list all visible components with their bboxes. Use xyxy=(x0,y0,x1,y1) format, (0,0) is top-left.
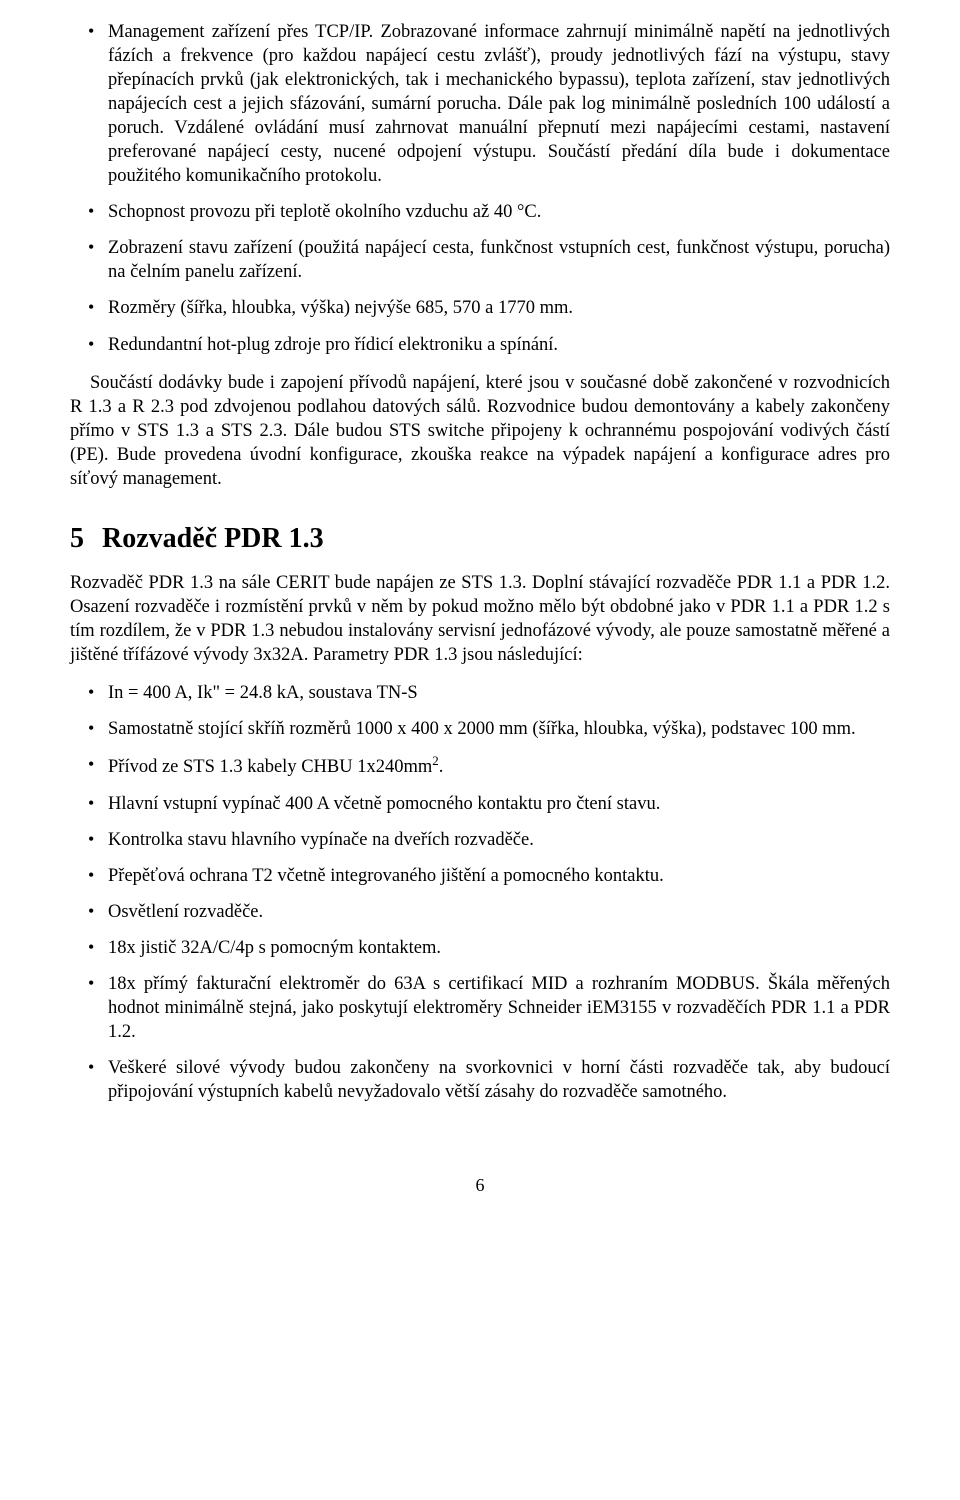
list-item: Přívod ze STS 1.3 kabely CHBU 1x240mm2. xyxy=(108,753,890,779)
bullet-list-1: Management zařízení přes TCP/IP. Zobrazo… xyxy=(70,20,890,357)
list-item: Veškeré silové vývody budou zakončeny na… xyxy=(108,1056,890,1104)
list-item: In = 400 A, Ik" = 24.8 kA, soustava TN-S xyxy=(108,681,890,705)
section-heading: 5 Rozvaděč PDR 1.3 xyxy=(70,521,890,557)
section-title: Rozvaděč PDR 1.3 xyxy=(102,523,324,554)
paragraph: Rozvaděč PDR 1.3 na sále CERIT bude napá… xyxy=(70,571,890,667)
list-item: Zobrazení stavu zařízení (použitá napáje… xyxy=(108,236,890,284)
section-number: 5 xyxy=(70,523,84,554)
paragraph: Součástí dodávky bude i zapojení přívodů… xyxy=(70,371,890,491)
list-item: Přepěťová ochrana T2 včetně integrovanéh… xyxy=(108,864,890,888)
page-number: 6 xyxy=(70,1174,890,1197)
list-item: Osvětlení rozvaděče. xyxy=(108,900,890,924)
list-item: Management zařízení přes TCP/IP. Zobrazo… xyxy=(108,20,890,188)
list-item: Samostatně stojící skříň rozměrů 1000 x … xyxy=(108,717,890,741)
list-item: 18x přímý fakturační elektroměr do 63A s… xyxy=(108,972,890,1044)
list-item: Rozměry (šířka, hloubka, výška) nejvýše … xyxy=(108,296,890,320)
list-item: Schopnost provozu při teplotě okolního v… xyxy=(108,200,890,224)
list-item: Redundantní hot-plug zdroje pro řídicí e… xyxy=(108,333,890,357)
list-item: 18x jistič 32A/C/4p s pomocným kontaktem… xyxy=(108,936,890,960)
list-item: Kontrolka stavu hlavního vypínače na dve… xyxy=(108,828,890,852)
bullet-list-2: In = 400 A, Ik" = 24.8 kA, soustava TN-S… xyxy=(70,681,890,1104)
list-item: Hlavní vstupní vypínač 400 A včetně pomo… xyxy=(108,792,890,816)
text: Přívod ze STS 1.3 kabely CHBU 1x240mm xyxy=(108,758,432,778)
document-page: Management zařízení přes TCP/IP. Zobrazo… xyxy=(0,0,960,1248)
text: . xyxy=(439,758,444,778)
